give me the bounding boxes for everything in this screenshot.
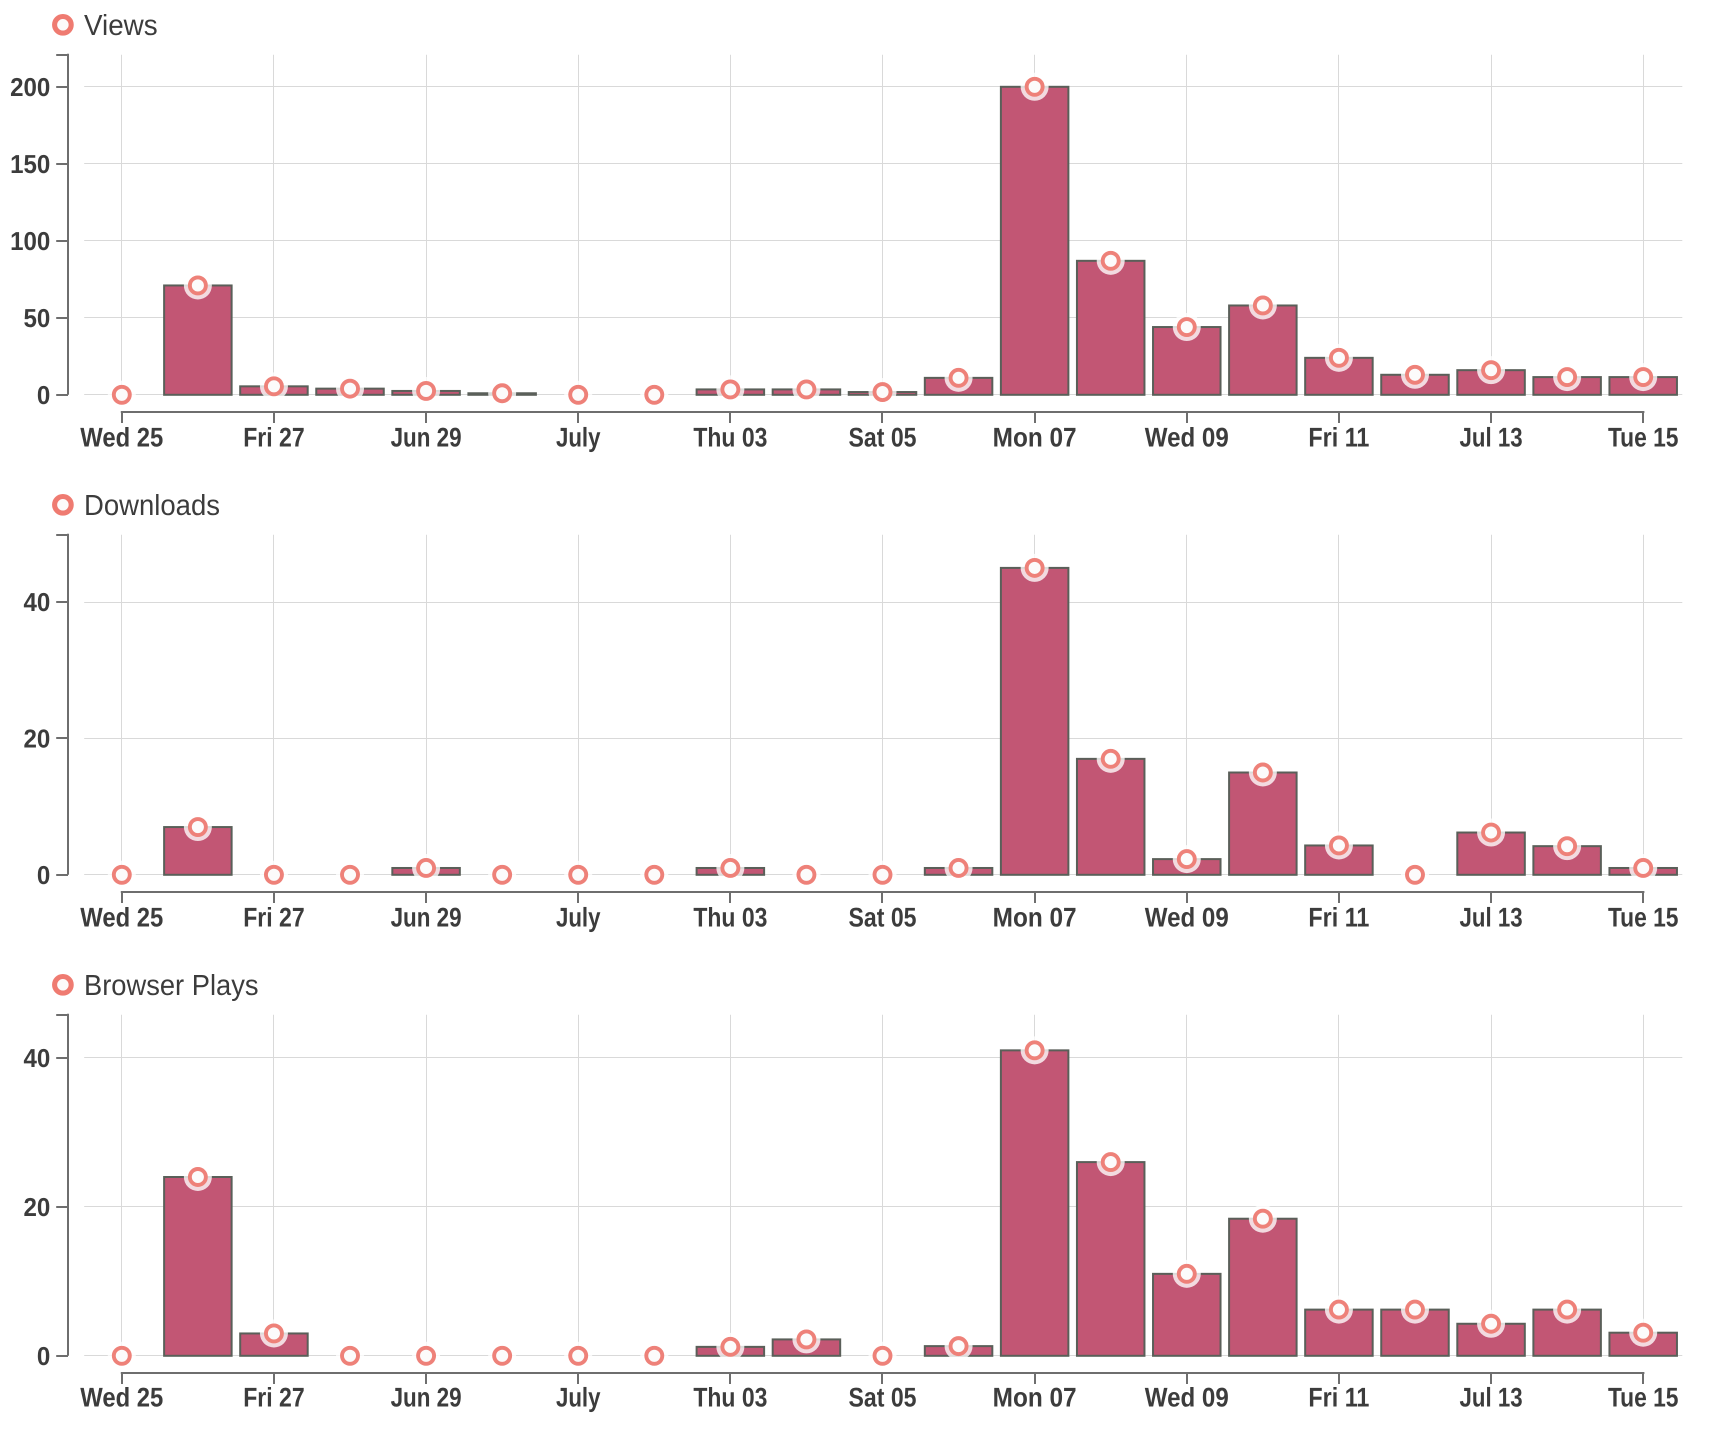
svg-text:Wed 09: Wed 09 (1145, 1383, 1229, 1413)
svg-text:Mon 07: Mon 07 (993, 1383, 1077, 1413)
svg-text:Jun 29: Jun 29 (391, 423, 462, 453)
svg-text:Jun 29: Jun 29 (391, 903, 462, 933)
svg-text:Downloads: Downloads (84, 490, 220, 522)
svg-text:Mon 07: Mon 07 (993, 903, 1077, 933)
svg-text:Jul 13: Jul 13 (1460, 423, 1523, 453)
svg-text:July: July (556, 903, 601, 933)
svg-text:Wed 09: Wed 09 (1145, 423, 1229, 453)
svg-text:0: 0 (37, 380, 50, 410)
svg-text:Wed 25: Wed 25 (80, 423, 163, 453)
svg-text:July: July (556, 423, 601, 453)
svg-text:Fri 27: Fri 27 (243, 1383, 305, 1413)
svg-text:Wed 25: Wed 25 (80, 903, 163, 933)
svg-text:20: 20 (24, 1192, 51, 1222)
svg-text:Fri 27: Fri 27 (243, 903, 305, 933)
svg-text:Sat 05: Sat 05 (849, 903, 917, 933)
svg-text:Sat 05: Sat 05 (849, 423, 917, 453)
svg-text:Tue 15: Tue 15 (1608, 423, 1679, 453)
svg-text:0: 0 (37, 1341, 50, 1371)
svg-text:July: July (556, 1383, 601, 1413)
svg-text:Jun 29: Jun 29 (391, 1383, 462, 1413)
svg-text:Fri 11: Fri 11 (1308, 903, 1369, 933)
svg-text:50: 50 (24, 303, 51, 333)
svg-text:Mon 07: Mon 07 (993, 423, 1077, 453)
svg-text:Thu 03: Thu 03 (693, 1383, 767, 1413)
svg-text:Fri 11: Fri 11 (1308, 1383, 1369, 1413)
svg-text:Views: Views (84, 10, 158, 42)
svg-text:Fri 27: Fri 27 (243, 423, 305, 453)
svg-text:Fri 11: Fri 11 (1308, 423, 1369, 453)
svg-text:Tue 15: Tue 15 (1608, 903, 1679, 933)
svg-text:Thu 03: Thu 03 (693, 903, 767, 933)
svg-text:40: 40 (24, 587, 51, 617)
svg-text:200: 200 (10, 72, 50, 102)
svg-text:Jul 13: Jul 13 (1460, 1383, 1523, 1413)
svg-text:20: 20 (24, 724, 51, 754)
svg-text:150: 150 (10, 149, 50, 179)
svg-text:Tue 15: Tue 15 (1608, 1383, 1679, 1413)
svg-text:Thu 03: Thu 03 (693, 423, 767, 453)
svg-text:Wed 09: Wed 09 (1145, 903, 1229, 933)
svg-text:Wed 25: Wed 25 (80, 1383, 163, 1413)
svg-text:Jul 13: Jul 13 (1460, 903, 1523, 933)
svg-text:40: 40 (24, 1043, 51, 1073)
svg-text:100: 100 (10, 226, 50, 256)
svg-text:Sat 05: Sat 05 (849, 1383, 917, 1413)
svg-text:Browser Plays: Browser Plays (84, 970, 259, 1002)
svg-text:0: 0 (37, 860, 50, 890)
